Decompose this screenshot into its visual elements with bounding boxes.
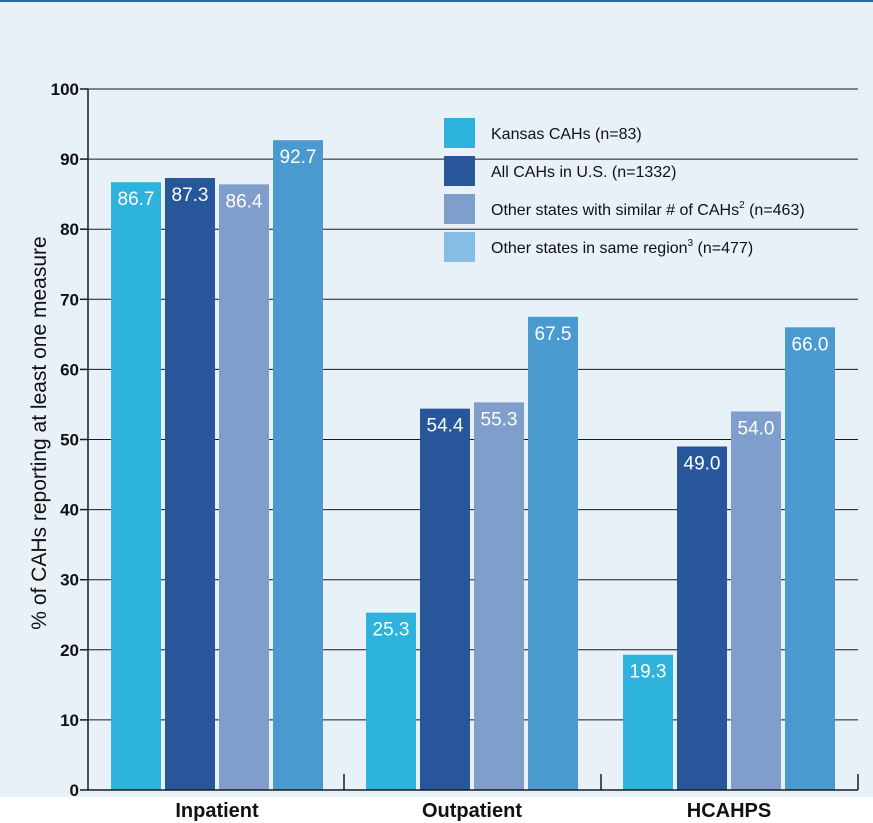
- data-label: 87.3: [172, 185, 209, 206]
- y-axis-title: % of CAHs reporting at least one measure: [28, 236, 51, 629]
- bar: [165, 178, 215, 791]
- y-tick-label: 100: [51, 80, 79, 99]
- bar: [623, 654, 673, 790]
- bar: [273, 140, 323, 791]
- bar: [420, 408, 470, 790]
- data-label: 66.0: [792, 334, 829, 355]
- data-label: 19.3: [630, 662, 667, 683]
- bar: [474, 402, 524, 790]
- bar: [731, 411, 781, 790]
- legend-label-text: Kansas CAHs (n=83): [491, 126, 642, 143]
- legend-count: (n=463): [745, 202, 805, 219]
- y-tick-label: 50: [60, 431, 79, 450]
- bar: [366, 612, 416, 790]
- y-tick-label: 30: [60, 571, 79, 590]
- legend-label-text: All CAHs in U.S. (n=1332): [491, 164, 676, 181]
- bar: [785, 327, 835, 790]
- x-tick-label: HCAHPS: [687, 800, 771, 822]
- y-tick-label: 20: [60, 641, 79, 660]
- legend-label: Other states in same region3 (n=477): [491, 238, 753, 257]
- legend-count: (n=477): [693, 240, 753, 257]
- data-label: 25.3: [373, 620, 410, 641]
- bar: [677, 446, 727, 790]
- legend-footnote-marker: 2: [739, 200, 745, 211]
- y-tick-label: 10: [60, 711, 79, 730]
- legend-label-text: Other states with similar # of CAHs: [491, 202, 739, 219]
- x-tick-label: Inpatient: [175, 800, 259, 822]
- y-tick-label: 90: [60, 150, 79, 169]
- x-tick-label: Outpatient: [422, 800, 522, 822]
- gridlines: [88, 88, 858, 721]
- data-label: 54.0: [738, 418, 775, 439]
- legend-swatch: [444, 232, 475, 262]
- data-label: 92.7: [280, 147, 317, 168]
- data-label: 55.3: [481, 409, 518, 430]
- bar: [528, 316, 578, 790]
- y-tick-label: 40: [60, 501, 79, 520]
- legend-footnote-marker: 3: [688, 238, 694, 249]
- data-label: 54.4: [427, 416, 464, 437]
- legend-label-text: Other states in same region: [491, 240, 688, 257]
- y-tick-label: 70: [60, 290, 79, 309]
- bars: [111, 140, 835, 791]
- data-label: 67.5: [535, 324, 572, 345]
- legend-swatch: [444, 156, 475, 186]
- data-labels: 86.7 87.3 86.4 92.7 25.3 54.4 55.3 67.5 19.3 49.0…: [118, 147, 829, 683]
- bar: [111, 182, 161, 790]
- axes: 0 10 20 30 40 50 60 70 80 90 100 Inpatient Outpatien…: [51, 80, 859, 822]
- legend-label: All CAHs in U.S. (n=1332): [491, 164, 676, 181]
- y-tick-label: 0: [70, 781, 79, 800]
- data-label: 86.4: [226, 191, 263, 212]
- legend: Kansas CAHs (n=83) All CAHs in U.S. (n=13…: [444, 118, 805, 262]
- data-label: 49.0: [684, 454, 721, 475]
- legend-swatch: [444, 118, 475, 148]
- legend-label: Other states with similar # of CAHs2 (n=…: [491, 200, 805, 219]
- y-tick-label: 60: [60, 360, 79, 379]
- legend-swatch: [444, 194, 475, 224]
- bar: [219, 184, 269, 790]
- y-tick-label: 80: [60, 220, 79, 239]
- legend-label: Kansas CAHs (n=83): [491, 126, 642, 143]
- data-label: 86.7: [118, 189, 155, 210]
